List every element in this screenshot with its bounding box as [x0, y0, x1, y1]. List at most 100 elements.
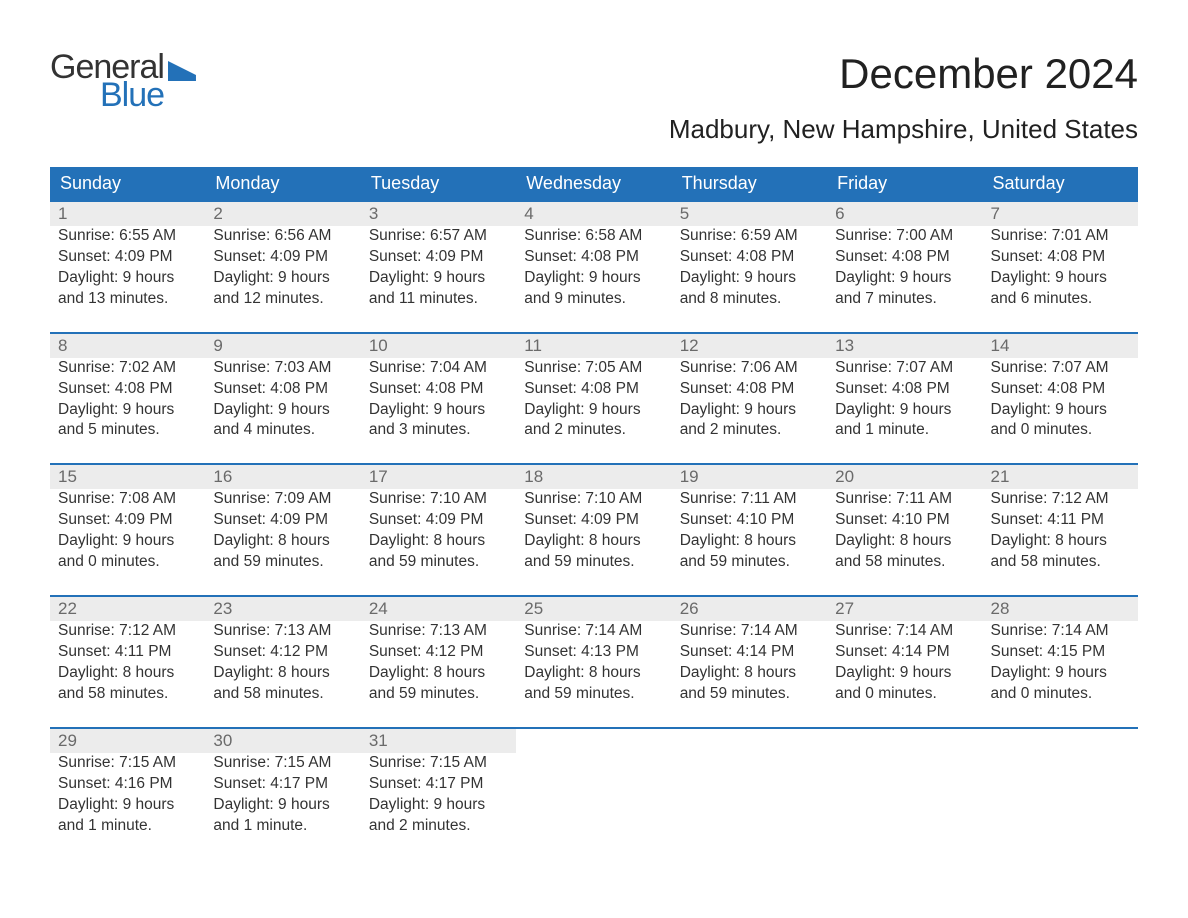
- day-number: 1: [50, 201, 205, 226]
- sunset-text: Sunset: 4:11 PM: [991, 510, 1130, 531]
- day-number: 25: [516, 596, 671, 621]
- day-number-row: 293031: [50, 728, 1138, 753]
- day-cell: Sunrise: 7:15 AMSunset: 4:17 PMDaylight:…: [361, 753, 516, 859]
- daylight-text: Daylight: 9 hours: [58, 795, 197, 816]
- sunrise-text: Sunrise: 7:15 AM: [369, 753, 508, 774]
- daylight-text: Daylight: 8 hours: [369, 663, 508, 684]
- sunrise-text: Sunrise: 7:11 AM: [835, 489, 974, 510]
- daylight-text: Daylight: 8 hours: [680, 663, 819, 684]
- logo: General Blue: [50, 50, 196, 112]
- day-cell: Sunrise: 7:12 AMSunset: 4:11 PMDaylight:…: [983, 489, 1138, 596]
- daylight-text: Daylight: 9 hours: [58, 268, 197, 289]
- day-number: 17: [361, 464, 516, 489]
- day-cell: Sunrise: 7:07 AMSunset: 4:08 PMDaylight:…: [983, 358, 1138, 465]
- daylight-text: and 59 minutes.: [680, 684, 819, 705]
- day-header: Thursday: [672, 167, 827, 201]
- daylight-text: and 1 minute.: [835, 420, 974, 441]
- sunset-text: Sunset: 4:08 PM: [524, 379, 663, 400]
- empty-cell: [516, 753, 671, 859]
- sunrise-text: Sunrise: 7:06 AM: [680, 358, 819, 379]
- sunrise-text: Sunrise: 6:59 AM: [680, 226, 819, 247]
- day-number: 27: [827, 596, 982, 621]
- day-number: 19: [672, 464, 827, 489]
- day-number: 28: [983, 596, 1138, 621]
- day-cell: Sunrise: 7:14 AMSunset: 4:15 PMDaylight:…: [983, 621, 1138, 728]
- day-header: Wednesday: [516, 167, 671, 201]
- daylight-text: Daylight: 9 hours: [680, 268, 819, 289]
- day-header: Saturday: [983, 167, 1138, 201]
- daylight-text: Daylight: 8 hours: [524, 531, 663, 552]
- daylight-text: Daylight: 9 hours: [369, 400, 508, 421]
- daylight-text: Daylight: 8 hours: [58, 663, 197, 684]
- day-number: 13: [827, 333, 982, 358]
- day-number: 11: [516, 333, 671, 358]
- empty-cell: [672, 753, 827, 859]
- sunset-text: Sunset: 4:17 PM: [369, 774, 508, 795]
- sunset-text: Sunset: 4:08 PM: [369, 379, 508, 400]
- day-cell: Sunrise: 7:10 AMSunset: 4:09 PMDaylight:…: [361, 489, 516, 596]
- daylight-text: and 5 minutes.: [58, 420, 197, 441]
- daylight-text: Daylight: 9 hours: [369, 795, 508, 816]
- day-number-row: 891011121314: [50, 333, 1138, 358]
- logo-flag-icon: [168, 61, 196, 81]
- day-cell: Sunrise: 7:11 AMSunset: 4:10 PMDaylight:…: [672, 489, 827, 596]
- empty-cell: [516, 728, 671, 753]
- day-number: 26: [672, 596, 827, 621]
- day-number: 20: [827, 464, 982, 489]
- daylight-text: and 7 minutes.: [835, 289, 974, 310]
- daylight-text: and 2 minutes.: [680, 420, 819, 441]
- daylight-text: Daylight: 9 hours: [835, 663, 974, 684]
- sunset-text: Sunset: 4:08 PM: [524, 247, 663, 268]
- daylight-text: Daylight: 9 hours: [58, 531, 197, 552]
- day-cell: Sunrise: 7:07 AMSunset: 4:08 PMDaylight:…: [827, 358, 982, 465]
- daylight-text: and 59 minutes.: [213, 552, 352, 573]
- day-cell: Sunrise: 6:56 AMSunset: 4:09 PMDaylight:…: [205, 226, 360, 333]
- daylight-text: Daylight: 8 hours: [680, 531, 819, 552]
- day-cell: Sunrise: 7:01 AMSunset: 4:08 PMDaylight:…: [983, 226, 1138, 333]
- day-header: Friday: [827, 167, 982, 201]
- daylight-text: Daylight: 8 hours: [991, 531, 1130, 552]
- month-title: December 2024: [669, 50, 1138, 98]
- sunrise-text: Sunrise: 7:01 AM: [991, 226, 1130, 247]
- sunset-text: Sunset: 4:08 PM: [991, 247, 1130, 268]
- day-number-row: 22232425262728: [50, 596, 1138, 621]
- day-number: 24: [361, 596, 516, 621]
- sunrise-text: Sunrise: 7:15 AM: [213, 753, 352, 774]
- daylight-text: and 8 minutes.: [680, 289, 819, 310]
- sunrise-text: Sunrise: 7:12 AM: [58, 621, 197, 642]
- daylight-text: and 0 minutes.: [58, 552, 197, 573]
- sunset-text: Sunset: 4:09 PM: [213, 510, 352, 531]
- day-number: 9: [205, 333, 360, 358]
- daylight-text: and 1 minute.: [213, 816, 352, 837]
- sunrise-text: Sunrise: 7:02 AM: [58, 358, 197, 379]
- day-number: 15: [50, 464, 205, 489]
- daylight-text: Daylight: 8 hours: [213, 663, 352, 684]
- sunset-text: Sunset: 4:13 PM: [524, 642, 663, 663]
- daylight-text: and 13 minutes.: [58, 289, 197, 310]
- day-cell: Sunrise: 7:08 AMSunset: 4:09 PMDaylight:…: [50, 489, 205, 596]
- day-cell: Sunrise: 7:09 AMSunset: 4:09 PMDaylight:…: [205, 489, 360, 596]
- day-number: 21: [983, 464, 1138, 489]
- sunrise-text: Sunrise: 7:11 AM: [680, 489, 819, 510]
- sunset-text: Sunset: 4:16 PM: [58, 774, 197, 795]
- daylight-text: and 2 minutes.: [369, 816, 508, 837]
- daylight-text: Daylight: 9 hours: [991, 400, 1130, 421]
- sunset-text: Sunset: 4:15 PM: [991, 642, 1130, 663]
- day-cell: Sunrise: 7:12 AMSunset: 4:11 PMDaylight:…: [50, 621, 205, 728]
- daylight-text: and 4 minutes.: [213, 420, 352, 441]
- sunset-text: Sunset: 4:09 PM: [524, 510, 663, 531]
- sunrise-text: Sunrise: 7:10 AM: [524, 489, 663, 510]
- sunset-text: Sunset: 4:14 PM: [680, 642, 819, 663]
- day-cell: Sunrise: 6:59 AMSunset: 4:08 PMDaylight:…: [672, 226, 827, 333]
- daylight-text: and 59 minutes.: [369, 684, 508, 705]
- day-cell: Sunrise: 6:58 AMSunset: 4:08 PMDaylight:…: [516, 226, 671, 333]
- sunset-text: Sunset: 4:08 PM: [835, 379, 974, 400]
- day-number: 14: [983, 333, 1138, 358]
- daylight-text: Daylight: 9 hours: [369, 268, 508, 289]
- sunrise-text: Sunrise: 6:56 AM: [213, 226, 352, 247]
- daylight-text: and 59 minutes.: [524, 552, 663, 573]
- sunrise-text: Sunrise: 7:05 AM: [524, 358, 663, 379]
- sunrise-text: Sunrise: 7:14 AM: [991, 621, 1130, 642]
- sunrise-text: Sunrise: 7:07 AM: [991, 358, 1130, 379]
- sunset-text: Sunset: 4:08 PM: [680, 247, 819, 268]
